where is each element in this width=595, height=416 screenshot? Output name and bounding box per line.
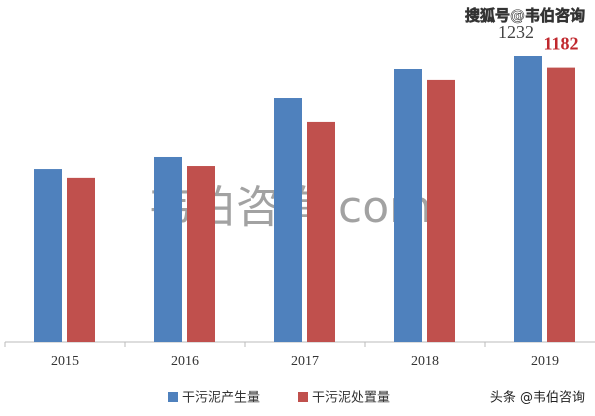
bar — [274, 98, 302, 343]
bar — [427, 79, 455, 343]
bar — [67, 177, 95, 342]
watermark: 头条 @韦伯咨询 — [490, 390, 585, 406]
legend-swatch — [298, 392, 308, 402]
legend-swatch — [168, 392, 178, 402]
x-tick-label: 2017 — [291, 354, 319, 369]
bar — [154, 156, 182, 342]
legend-label: 干污泥处置量 — [312, 391, 390, 406]
watermark: 搜狐号@韦伯咨询 — [465, 7, 585, 25]
data-label: 1232 — [498, 22, 534, 42]
bar — [34, 169, 62, 342]
bar — [547, 67, 575, 342]
bar — [307, 121, 335, 342]
x-tick-label: 2018 — [411, 354, 439, 369]
x-tick-label: 2019 — [531, 354, 559, 369]
bar — [514, 56, 542, 342]
x-tick-label: 2016 — [171, 354, 199, 369]
x-tick-label: 2015 — [51, 354, 79, 369]
legend-label: 干污泥产生量 — [182, 391, 260, 406]
bar — [187, 166, 215, 342]
bar — [394, 69, 422, 342]
data-label: 1182 — [543, 34, 578, 54]
